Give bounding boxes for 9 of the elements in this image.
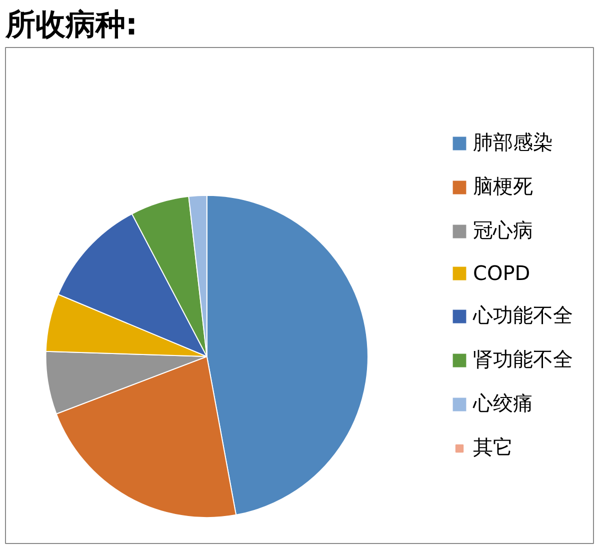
legend-label: 冠心病: [473, 217, 533, 244]
chart-title: 所收病种:: [4, 8, 138, 42]
legend-label: 心绞痛: [473, 390, 533, 417]
legend-label: 脑梗死: [473, 173, 533, 200]
legend-label: 肾功能不全: [473, 346, 573, 373]
legend-label: 肺部感染: [473, 129, 553, 156]
legend-label: COPD: [473, 261, 530, 285]
legend-label: 心功能不全: [473, 302, 573, 329]
legend-label: 其它: [473, 434, 513, 461]
